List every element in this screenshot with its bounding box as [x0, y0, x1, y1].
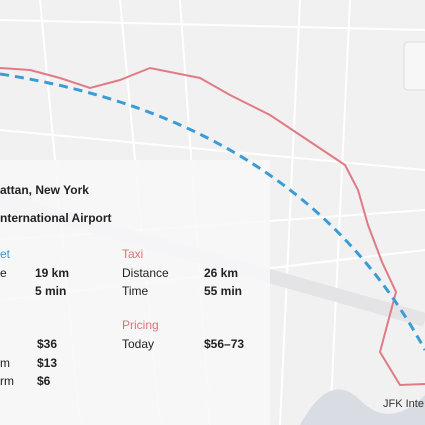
price-label: m — [0, 356, 10, 370]
row-label: Time — [122, 284, 149, 298]
row-value: 26 km — [204, 266, 239, 280]
row-value: 5 min — [35, 284, 67, 298]
price-value: $36 — [37, 337, 58, 351]
column-header: Taxi — [122, 247, 144, 261]
price-label: rm — [0, 374, 14, 388]
destination: nternational Airport — [0, 211, 112, 225]
info-panel — [0, 160, 270, 425]
row-label: Today — [122, 337, 155, 351]
price-value: $13 — [37, 356, 58, 370]
row-value: 19 km — [35, 266, 70, 280]
row-label: e — [0, 266, 7, 280]
row-label: Distance — [122, 266, 169, 280]
map-control[interactable] — [403, 41, 425, 91]
transit-route — [0, 72, 425, 351]
column-header: et — [0, 247, 11, 261]
taxi-route — [0, 66, 425, 387]
price-value: $6 — [37, 374, 51, 388]
row-value: $56–73 — [204, 337, 245, 351]
water — [300, 389, 425, 425]
row-value: 55 min — [204, 284, 243, 298]
column-header: Pricing — [122, 318, 159, 332]
map-label: JFK Inte — [383, 398, 424, 410]
origin: attan, New York — [0, 183, 89, 197]
